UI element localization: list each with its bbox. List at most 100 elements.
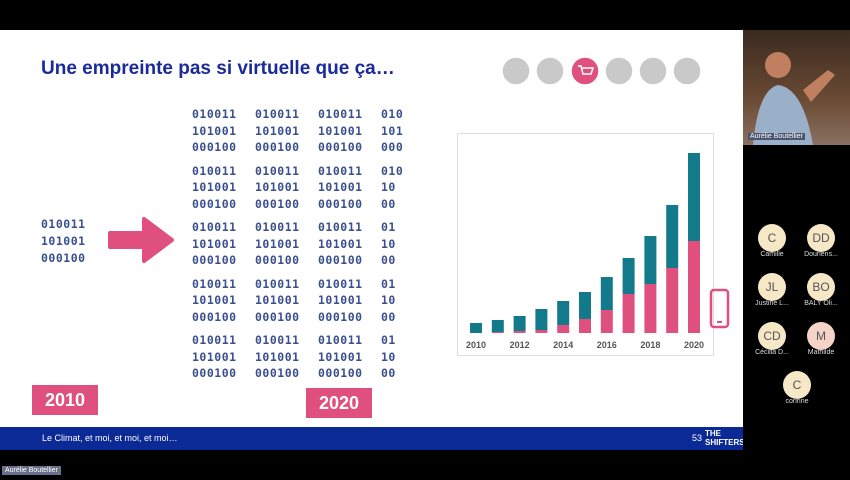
binary-cell: 010011 (318, 220, 363, 234)
binary-cell: 101001 (192, 123, 237, 138)
participant-name: Justine L... (755, 300, 789, 307)
bar-segment (557, 325, 570, 333)
bar-segment (535, 330, 548, 333)
binary-cell: 101001 (318, 123, 363, 138)
bar-segment (600, 310, 613, 333)
binary-cell: 000100 (255, 253, 300, 267)
logo-text: THE (705, 429, 721, 438)
binary-cell: 101001 (255, 123, 300, 138)
bar-segment (666, 268, 679, 333)
speaker-figure (753, 52, 835, 145)
binary-cell: 010011 (318, 333, 363, 347)
binary-cell: 000 (381, 140, 404, 154)
binary-cell: 000100 (192, 140, 237, 154)
binary-cell: 101001 (192, 349, 237, 364)
binary-cell: 010011 (255, 220, 300, 234)
binary-cell: 010011 (255, 276, 300, 291)
bar-segment (579, 292, 591, 319)
binary-cell: 010011 (318, 163, 363, 178)
chart: 2010 2012 2014 2016 2018 2020 (457, 133, 714, 356)
binary-cell: 101001 (318, 180, 363, 194)
binary-cell: 010011 (318, 276, 363, 291)
participant-avatar: BO (807, 273, 835, 301)
binary-cell: 000100 (192, 196, 237, 211)
x-tick-label: 2014 (553, 340, 573, 350)
binary-cell: 010011 (255, 107, 300, 121)
phone-icon (709, 288, 730, 329)
bar-segment (557, 301, 570, 325)
participant-avatar: C (758, 224, 786, 252)
binary-cell: 000100 (255, 309, 300, 324)
bar-segment (644, 284, 657, 333)
speaker-name: Aurélie Boutellier (748, 133, 805, 140)
binary-cell: 000100 (192, 309, 237, 324)
bar-segment (491, 332, 504, 333)
binary-cell: 000100 (192, 253, 237, 267)
binary-cell: 101 (381, 123, 404, 138)
binary-cell: 000100 (318, 140, 363, 154)
binary-cell: 101001 (255, 180, 300, 194)
participant-name: Camille (760, 251, 784, 258)
logo: THE SHIFTERS (705, 429, 743, 447)
binary-cell: 10 (381, 180, 396, 194)
participant-name: Cécilia D... (755, 349, 789, 356)
binary-cell: 101001 (255, 236, 300, 251)
binary-cell: 010011 (192, 333, 237, 347)
speaker-video: Aurélie Boutellier (743, 30, 850, 145)
binary-cell: 010011 (192, 276, 237, 291)
binary-cell: 101001 (255, 293, 300, 307)
participant-avatar: JL (758, 273, 786, 301)
x-tick-label: 2018 (640, 340, 660, 350)
year-label: 2020 (306, 388, 372, 418)
slide: Une empreinte pas si virtuelle que ça… 0… (0, 30, 743, 450)
binary-cell: 00 (381, 253, 396, 267)
binary-cell: 01 (381, 220, 396, 234)
binary-cell: 010011 (255, 333, 300, 347)
participant-avatar: CD (758, 322, 786, 350)
binary-cell: 000100 (318, 196, 363, 211)
binary-cell: 000100 (318, 366, 363, 380)
binary-cell: 00 (381, 366, 396, 380)
bar-segment (513, 316, 526, 331)
x-tick-label: 2020 (684, 340, 704, 350)
binary-cell: 010011 (192, 220, 237, 234)
participant-avatar: C (783, 371, 811, 399)
binary-cell: 101001 (255, 349, 300, 364)
binary-cell: 101001 (192, 236, 237, 251)
binary-cell: 010011 (318, 107, 363, 121)
bar-segment (470, 323, 482, 333)
binary-cell: 000100 (255, 140, 300, 154)
bar-segment (513, 331, 526, 333)
participant-name: BALY Oli... (804, 300, 838, 307)
binary-cell: 10 (381, 236, 396, 251)
binary-cell: 000100 (318, 309, 363, 324)
slide-title: Une empreinte pas si virtuelle que ça… (41, 58, 395, 79)
binary-cell: 000100 (255, 366, 300, 380)
binary-cell: 000100 (255, 196, 300, 211)
binary-cell: 101001 (192, 180, 237, 194)
category-icons (501, 56, 702, 86)
logo-text: SHIFTERS (705, 438, 743, 447)
footer-text: Le Climat, et moi, et moi, et moi… (42, 433, 178, 443)
binary-cell: 010 (381, 163, 404, 178)
x-tick-label: 2012 (510, 340, 530, 350)
binary-cell: 101001 (318, 349, 363, 364)
bar-segment (688, 153, 700, 241)
binary-cell: 01 (381, 276, 396, 291)
x-tick-label: 2010 (466, 340, 486, 350)
binary-cell: 10 (381, 293, 396, 307)
bar-segment (535, 309, 548, 330)
x-tick-label: 2016 (597, 340, 617, 350)
binary-cell: 010011 (192, 107, 237, 121)
binary-cell: 101001 (318, 293, 363, 307)
binary-cell: 010011 (192, 163, 237, 178)
bar-segment (579, 319, 591, 333)
binary-line: 101001 (41, 234, 86, 248)
binary-cell: 000100 (192, 366, 237, 380)
bar-segment (644, 236, 657, 284)
bar-segment (622, 258, 635, 294)
binary-cell: 00 (381, 196, 396, 211)
binary-line: 000100 (41, 251, 86, 265)
bar-segment (666, 205, 679, 268)
